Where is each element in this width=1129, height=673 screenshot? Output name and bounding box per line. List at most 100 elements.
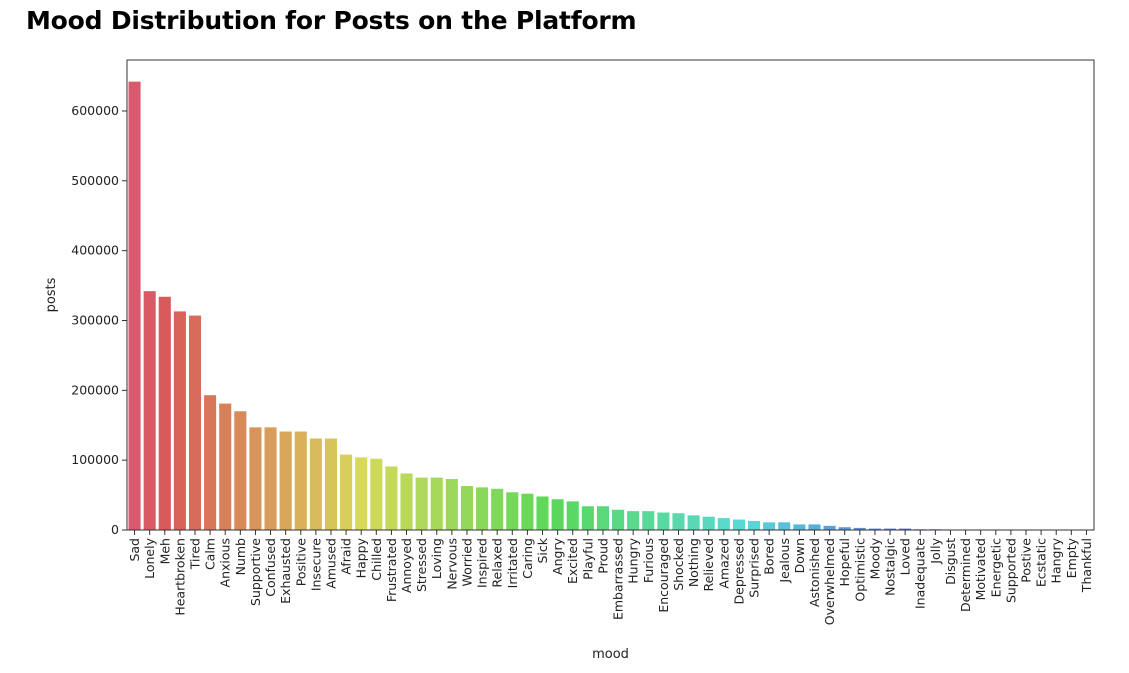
x-tick-label: Worried xyxy=(459,538,474,586)
bar-meh xyxy=(158,296,171,530)
bar-optimistic xyxy=(853,527,866,530)
x-tick-label: Heartbroken xyxy=(172,538,187,616)
x-tick-label: Supportive xyxy=(248,538,263,606)
bar-sad xyxy=(128,81,141,531)
x-tick-label: Nostalgic xyxy=(883,538,898,596)
bar-excited xyxy=(566,501,579,530)
x-tick-label: Ecstatic xyxy=(1034,538,1049,587)
x-tick-label: Lonely xyxy=(142,537,157,578)
bar-annoyed xyxy=(400,473,413,530)
x-tick-label: Calm xyxy=(203,538,218,570)
x-tick-label: Excited xyxy=(565,538,580,584)
bar-shocked xyxy=(672,513,685,530)
bar-anxious xyxy=(219,403,232,530)
bar-sick xyxy=(536,496,549,530)
y-tick-label: 0 xyxy=(111,522,119,537)
x-tick-label: Surprised xyxy=(747,538,762,598)
bar-bored xyxy=(763,522,776,530)
x-tick-label: Confused xyxy=(263,538,278,597)
x-tick-label: Proud xyxy=(595,538,610,574)
bar-relieved xyxy=(702,516,715,530)
bar-stressed xyxy=(415,477,428,530)
x-tick-label: Furious xyxy=(641,538,656,583)
bar-nervous xyxy=(445,479,458,530)
plot-frame xyxy=(126,59,1095,531)
x-tick-label: Afraid xyxy=(339,538,354,575)
x-tick-label: Amused xyxy=(323,538,338,589)
x-tick-label: Happy xyxy=(354,537,369,578)
x-tick-label: Sick xyxy=(535,537,550,563)
x-tick-label: Anxious xyxy=(218,538,233,587)
bar-heartbroken xyxy=(173,311,186,530)
x-tick-label: Postive xyxy=(1019,538,1034,583)
x-tick-label: Playful xyxy=(580,538,595,580)
x-tick-label: Positive xyxy=(293,538,308,586)
bar-chilled xyxy=(370,458,383,530)
bar-moody xyxy=(868,528,881,530)
bar-supportive xyxy=(249,427,262,530)
x-tick-label: Numb xyxy=(233,538,248,575)
bar-inspired xyxy=(476,487,489,530)
x-tick-label: Annoyed xyxy=(399,538,414,593)
bars-group xyxy=(128,81,1093,531)
bar-caring xyxy=(521,493,534,530)
bar-overwhelmed xyxy=(823,525,836,530)
x-axis-label: mood xyxy=(592,647,629,662)
bar-embarrassed xyxy=(612,509,625,530)
bar-surprised xyxy=(748,520,761,530)
bar-nostalgic xyxy=(883,528,897,530)
x-tick-label: Nothing xyxy=(686,538,701,587)
bar-loving xyxy=(430,477,443,530)
y-tick-label: 500000 xyxy=(71,173,119,188)
x-tick-label: Insecure xyxy=(308,538,323,591)
x-tick-label: Bored xyxy=(762,538,777,575)
x-tick-label: Jolly xyxy=(928,537,943,564)
bar-happy xyxy=(355,457,368,530)
x-tick-label: Thankful xyxy=(1079,538,1094,593)
bar-relaxed xyxy=(491,488,504,530)
bar-loved xyxy=(899,528,912,530)
bar-confused xyxy=(264,427,277,530)
x-tick-label: Embarrassed xyxy=(611,538,626,620)
bar-furious xyxy=(642,511,655,530)
bar-astonished xyxy=(808,524,821,530)
bar-lonely xyxy=(143,291,156,530)
bar-down xyxy=(793,524,806,530)
bar-angry xyxy=(551,499,564,530)
x-tick-label: Shocked xyxy=(671,538,686,591)
x-tick-label: Angry xyxy=(550,537,565,575)
x-tick-label: Nervous xyxy=(444,538,459,590)
bar-hopeful xyxy=(838,527,851,530)
y-tick-label: 600000 xyxy=(71,103,119,118)
x-tick-label: Inspired xyxy=(475,538,490,588)
y-axis: 0 100000 200000 300000 400000 500000 600000 xyxy=(71,103,127,537)
x-tick-label: Energetic xyxy=(988,538,1003,597)
x-tick-label: Relaxed xyxy=(490,538,505,588)
bar-jealous xyxy=(778,522,791,530)
bar-frustrated xyxy=(385,466,398,530)
x-tick-label: Hangry xyxy=(1049,537,1064,583)
y-tick-label: 100000 xyxy=(71,452,119,467)
bar-depressed xyxy=(732,519,745,530)
x-tick-label: Chilled xyxy=(369,538,384,581)
bar-tired xyxy=(188,315,202,530)
bar-positive xyxy=(294,431,307,530)
bar-calm xyxy=(204,395,217,530)
x-tick-label: Tired xyxy=(187,538,202,570)
bar-amazed xyxy=(717,518,730,530)
x-tick-label: Encouraged xyxy=(656,538,671,613)
x-tick-label: Depressed xyxy=(731,538,746,604)
x-axis: Sad Lonely Meh Heartbroken Tired Calm Anxious N… xyxy=(127,530,1094,625)
x-tick-label: Sad xyxy=(127,538,142,562)
bar-encouraged xyxy=(657,512,670,530)
x-tick-label: Amazed xyxy=(716,538,731,589)
x-tick-label: Loving xyxy=(429,538,444,579)
x-tick-label: Jealous xyxy=(777,538,792,584)
bar-amused xyxy=(324,438,338,530)
chart-title: Mood Distribution for Posts on the Platf… xyxy=(26,6,637,35)
bar-insecure xyxy=(309,438,322,530)
bar-proud xyxy=(596,506,609,530)
x-tick-label: Astonished xyxy=(807,538,822,607)
x-tick-label: Loved xyxy=(898,538,913,575)
x-tick-label: Determined xyxy=(958,538,973,612)
